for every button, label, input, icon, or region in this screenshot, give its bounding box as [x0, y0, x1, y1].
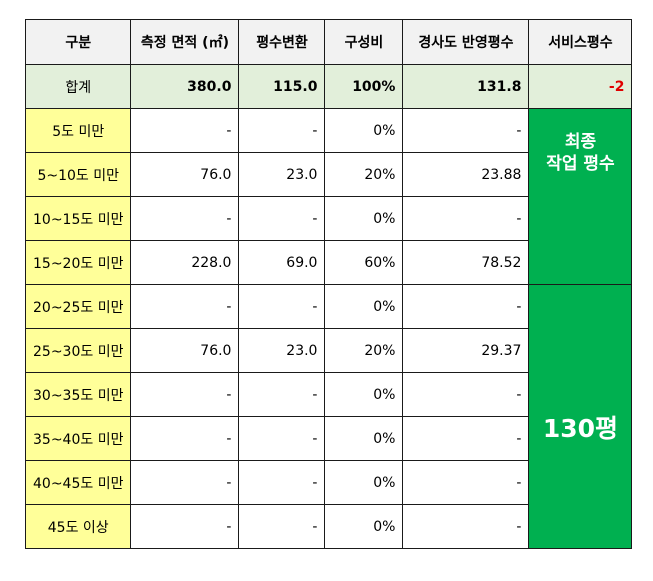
row-label[interactable]: 25~30도 미만: [24, 328, 132, 373]
total-row: 합계 380.0 115.0 100% 131.8 -2: [24, 64, 633, 109]
row-pyeong[interactable]: -: [238, 108, 326, 153]
row-area[interactable]: -: [130, 460, 240, 505]
row-area[interactable]: -: [130, 196, 240, 241]
header-pyeong[interactable]: 평수변환: [238, 19, 326, 65]
final-label-line2: 작업 평수: [546, 154, 615, 174]
header-area[interactable]: 측정 면적 (㎡): [130, 19, 240, 65]
table-row: 5도 미만 - -0% - 최종 작업 평수: [24, 108, 633, 285]
row-pyeong[interactable]: 23.0: [238, 152, 326, 197]
row-slope[interactable]: -: [402, 108, 530, 153]
table-row: 45도 이상 - -0% -: [24, 504, 632, 549]
row-slope[interactable]: -: [402, 284, 530, 329]
table-row: 40~45도 미만 - -0% -: [24, 460, 632, 505]
row-ratio[interactable]: 0%: [324, 108, 404, 153]
row-area[interactable]: -: [130, 284, 240, 329]
row-slope[interactable]: 23.88: [402, 152, 530, 197]
row-label[interactable]: 5~10도 미만: [24, 152, 132, 197]
table-row: 15~20도 미만 228.0 69.0 60% 78.52: [24, 240, 632, 285]
row-area[interactable]: 76.0: [130, 328, 240, 373]
table-row: 5~10도 미만 76.0 23.0 20% 23.88: [24, 152, 632, 197]
row-slope[interactable]: -: [402, 196, 530, 241]
table-row: 35~40도 미만 - -0% -: [24, 416, 632, 461]
row-slope[interactable]: -: [402, 372, 530, 417]
row-ratio[interactable]: 0%: [324, 284, 404, 329]
row-area[interactable]: 228.0: [130, 240, 240, 285]
final-label-line1: 최종: [564, 132, 597, 152]
total-ratio[interactable]: 100%: [324, 64, 404, 109]
row-slope[interactable]: 29.37: [402, 328, 530, 373]
row-area[interactable]: -: [130, 372, 240, 417]
row-area[interactable]: 76.0: [130, 152, 240, 197]
total-slope[interactable]: 131.8: [402, 64, 530, 109]
row-label[interactable]: 10~15도 미만: [24, 196, 132, 241]
header-row: 구분 측정 면적 (㎡) 평수변환 구성비 경사도 반영평수 서비스평수: [24, 19, 633, 65]
row-pyeong[interactable]: 23.0: [238, 328, 326, 373]
row-label[interactable]: 5도 미만: [24, 108, 132, 153]
table-row: 25~30도 미만 76.0 23.0 20% 29.37: [24, 328, 632, 373]
row-area[interactable]: -: [130, 416, 240, 461]
total-pyeong[interactable]: 115.0: [238, 64, 326, 109]
row-area[interactable]: -: [130, 108, 240, 153]
final-work-label-cell[interactable]: 최종 작업 평수: [528, 108, 633, 285]
row-label[interactable]: 35~40도 미만: [24, 416, 132, 461]
row-label[interactable]: 40~45도 미만: [24, 460, 132, 505]
header-category[interactable]: 구분: [24, 19, 132, 65]
row-ratio[interactable]: 0%: [324, 372, 404, 417]
row-ratio[interactable]: 20%: [324, 328, 404, 373]
row-pyeong[interactable]: -: [238, 372, 326, 417]
row-slope[interactable]: -: [402, 460, 530, 505]
total-area[interactable]: 380.0: [130, 64, 240, 109]
table-row: 20~25도 미만 - -0% -130평: [24, 284, 633, 549]
row-pyeong[interactable]: -: [238, 196, 326, 241]
row-pyeong[interactable]: 69.0: [238, 240, 326, 285]
row-ratio[interactable]: 0%: [324, 416, 404, 461]
row-ratio[interactable]: 20%: [324, 152, 404, 197]
header-ratio[interactable]: 구성비: [324, 19, 404, 65]
header-slope[interactable]: 경사도 반영평수: [402, 19, 530, 65]
header-service[interactable]: 서비스평수: [528, 19, 633, 65]
table-row: 10~15도 미만 - -0% -: [24, 196, 632, 241]
row-slope[interactable]: -: [402, 416, 530, 461]
row-pyeong[interactable]: -: [238, 284, 326, 329]
row-ratio[interactable]: 0%: [324, 504, 404, 549]
row-area[interactable]: -: [130, 504, 240, 549]
row-label[interactable]: 45도 이상: [24, 504, 132, 549]
total-service[interactable]: -2: [528, 64, 633, 109]
row-slope[interactable]: 78.52: [402, 240, 530, 285]
table-row: 30~35도 미만 - -0% -: [24, 372, 632, 417]
row-label[interactable]: 20~25도 미만: [24, 284, 132, 329]
row-ratio[interactable]: 0%: [324, 196, 404, 241]
total-label[interactable]: 합계: [24, 64, 132, 109]
row-ratio[interactable]: 0%: [324, 460, 404, 505]
row-slope[interactable]: -: [402, 504, 530, 549]
row-ratio[interactable]: 60%: [324, 240, 404, 285]
final-work-value-cell[interactable]: 130평: [528, 284, 633, 549]
row-label[interactable]: 30~35도 미만: [24, 372, 132, 417]
row-pyeong[interactable]: -: [238, 504, 326, 549]
slope-area-table: 구분 측정 면적 (㎡) 평수변환 구성비 경사도 반영평수 서비스평수 합계 …: [24, 19, 633, 549]
row-pyeong[interactable]: -: [238, 416, 326, 461]
row-label[interactable]: 15~20도 미만: [24, 240, 132, 285]
row-pyeong[interactable]: -: [238, 460, 326, 505]
